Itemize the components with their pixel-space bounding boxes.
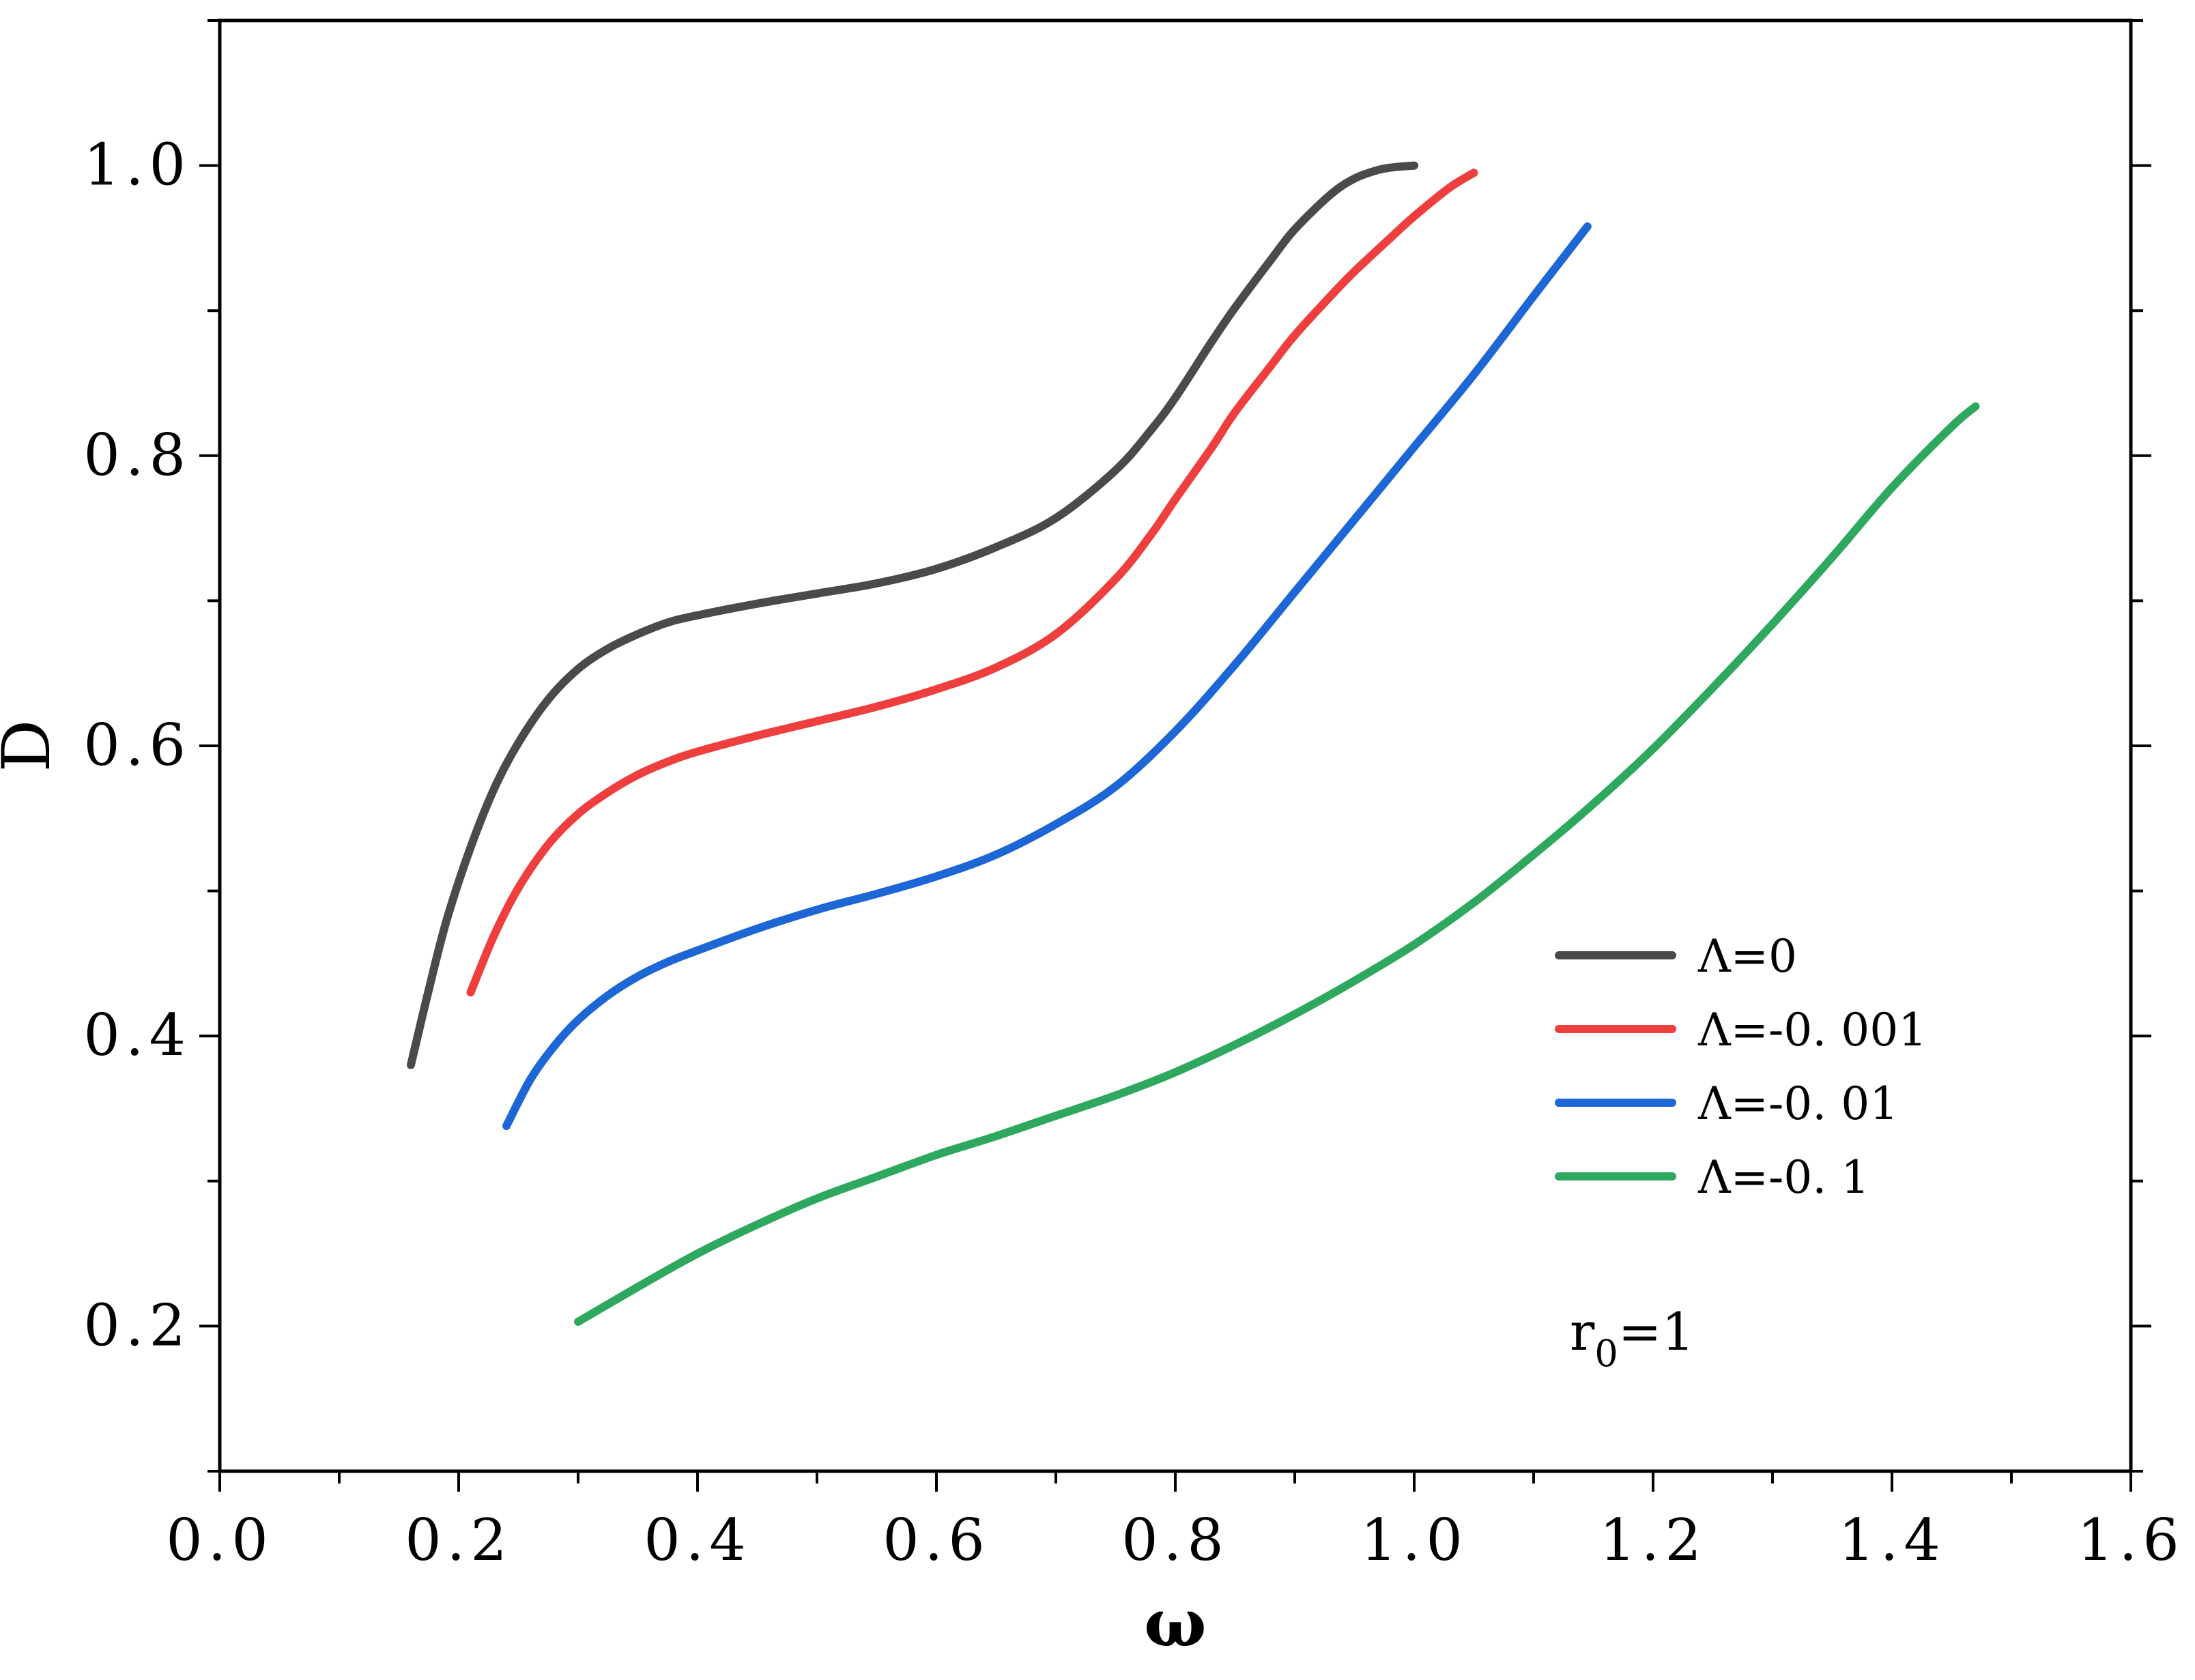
series-line-3 [574,402,1980,1326]
x-tick-label: 1.0 [1360,1507,1468,1574]
legend-label-2: Λ=-0. 01 [1697,1077,1898,1130]
radius-annotation-base: r [1570,1301,1595,1362]
radius-annotation-value: =1 [1618,1301,1695,1362]
legend: Λ=0 Λ=-0. 001 Λ=-0. 01 Λ=-0. 1 [1555,930,1927,1204]
radius-annotation: r0=1 [1570,1301,1695,1375]
legend-label-0: Λ=0 [1697,930,1797,983]
axis-ticks [199,19,2151,1492]
x-tick-labels: 0.0 0.2 0.4 0.6 0.8 1.0 1.2 1.4 1.6 [166,1507,2185,1574]
legend-label-1: Λ=-0. 001 [1697,1004,1927,1056]
x-tick-label: 0.4 [644,1507,751,1574]
x-axis-label: ω [1144,1584,1206,1662]
series-line-1 [466,169,1478,997]
radius-annotation-subscript: 0 [1594,1332,1618,1375]
y-tick-labels: 0.2 0.4 0.6 0.8 1.0 [83,132,191,1359]
x-tick-label: 1.6 [2077,1507,2185,1574]
y-tick-label: 1.0 [83,132,191,199]
y-tick-label: 0.4 [83,1002,191,1069]
series-line-0 [407,161,1418,1069]
y-tick-label: 0.6 [83,712,191,779]
x-tick-label: 1.2 [1599,1507,1707,1574]
y-axis-label: D [0,720,65,772]
x-tick-label: 0.6 [883,1507,990,1574]
series-line-2 [502,222,1592,1130]
y-tick-label: 0.2 [83,1292,191,1359]
x-tick-label: 0.0 [166,1507,274,1574]
plot-background [218,18,2133,1473]
x-tick-label: 0.2 [405,1507,513,1574]
series-group [407,161,1980,1326]
x-tick-label: 0.8 [1121,1507,1229,1574]
legend-label-3: Λ=-0. 1 [1697,1151,1869,1204]
y-tick-label: 0.8 [83,422,191,489]
x-tick-label: 1.4 [1838,1507,1946,1574]
